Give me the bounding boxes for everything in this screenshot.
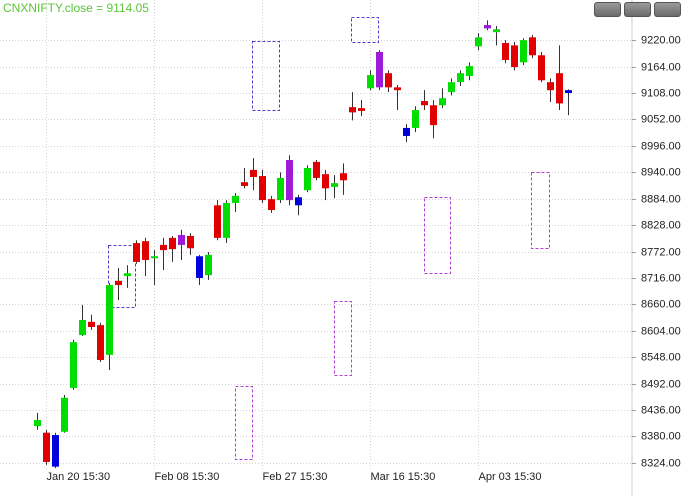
y-tick-label: 8436.00 xyxy=(641,404,681,416)
candle-body xyxy=(520,40,527,63)
y-tick-label: 8884.00 xyxy=(641,193,681,205)
candle-body xyxy=(313,161,320,178)
candle-body xyxy=(169,237,176,250)
candle-body xyxy=(79,319,86,336)
candle-body xyxy=(88,321,95,328)
candle-body xyxy=(277,177,284,201)
y-tick-label: 8716.00 xyxy=(641,272,681,284)
candle-body xyxy=(187,235,194,249)
candle-body xyxy=(142,241,149,261)
candle-body xyxy=(565,90,572,94)
candle-body xyxy=(421,101,428,106)
candle-body xyxy=(205,254,212,276)
y-tick-label: 8604.00 xyxy=(641,325,681,337)
candle-body xyxy=(340,173,347,181)
y-tick-label: 8492.00 xyxy=(641,378,681,390)
candle-body xyxy=(223,202,230,238)
candle-body xyxy=(430,105,437,126)
candle-body xyxy=(151,256,158,259)
candle-body xyxy=(322,174,329,189)
close-button[interactable] xyxy=(654,2,681,17)
indicator-box xyxy=(351,17,379,43)
candle-body xyxy=(412,110,419,128)
candle-body xyxy=(376,51,383,88)
candle-body xyxy=(232,195,239,203)
candle-body xyxy=(259,176,266,201)
candle-body xyxy=(124,273,131,277)
indicator-box xyxy=(531,172,550,249)
candle-body xyxy=(160,244,167,251)
candle-body xyxy=(466,66,473,77)
candle-body xyxy=(502,43,509,60)
candle-body xyxy=(250,169,257,177)
candle-body xyxy=(97,325,104,361)
candle-body xyxy=(403,127,410,136)
y-tick-label: 8940.00 xyxy=(641,166,681,178)
y-tick-label: 8380.00 xyxy=(641,430,681,442)
candle-body xyxy=(529,37,536,56)
indicator-box xyxy=(252,41,280,111)
candle-body xyxy=(241,182,248,186)
candle-body xyxy=(286,160,293,201)
indicator-box xyxy=(334,301,352,376)
y-tick-label: 9052.00 xyxy=(641,113,681,125)
candle-body xyxy=(385,73,392,88)
candle-body xyxy=(358,108,365,111)
candle-body xyxy=(475,37,482,47)
candle-body xyxy=(295,197,302,206)
candle-body xyxy=(106,285,113,355)
candle-body xyxy=(178,235,185,245)
candle-body xyxy=(304,168,311,191)
indicator-box xyxy=(235,386,253,460)
indicator-box xyxy=(424,197,451,274)
y-tick-label: 9220.00 xyxy=(641,34,681,46)
candle-body xyxy=(457,73,464,83)
candle-body xyxy=(34,419,41,427)
candle-body xyxy=(367,75,374,89)
x-tick-label: Mar 16 15:30 xyxy=(371,471,436,483)
chart-title: CNXNIFTY.close = 9114.05 xyxy=(3,1,149,15)
candle-body xyxy=(394,87,401,91)
y-tick-label: 8996.00 xyxy=(641,140,681,152)
candle-body xyxy=(511,45,518,68)
candle-body xyxy=(538,55,545,81)
y-tick-label: 8324.00 xyxy=(641,457,681,469)
candle-body xyxy=(214,205,221,238)
minimize-button[interactable] xyxy=(594,2,621,17)
candle-body xyxy=(439,98,446,106)
indicator-boxes xyxy=(108,17,550,460)
candle-body xyxy=(493,29,500,33)
y-tick-label: 8660.00 xyxy=(641,298,681,310)
candle-body xyxy=(556,73,563,104)
maximize-button[interactable] xyxy=(624,2,651,17)
indicator-box xyxy=(108,245,136,308)
y-tick-label: 9164.00 xyxy=(641,61,681,73)
candle-body xyxy=(448,82,455,93)
y-tick-label: 8772.00 xyxy=(641,246,681,258)
x-tick-label: Feb 27 15:30 xyxy=(263,471,328,483)
y-tick-label: 9108.00 xyxy=(641,87,681,99)
candle-body xyxy=(115,280,122,286)
candle-body xyxy=(547,82,554,91)
candle-body xyxy=(43,432,50,462)
candle-body xyxy=(196,256,203,278)
candle-body xyxy=(70,342,77,388)
candle-body xyxy=(52,435,59,467)
candle-body xyxy=(268,199,275,211)
y-tick-label: 8548.00 xyxy=(641,351,681,363)
candle-body xyxy=(133,243,140,262)
candle-body xyxy=(484,25,491,29)
x-tick-label: Jan 20 15:30 xyxy=(47,471,111,483)
candle-body xyxy=(331,183,338,187)
x-tick-label: Apr 03 15:30 xyxy=(479,471,542,483)
x-tick-label: Feb 08 15:30 xyxy=(155,471,220,483)
candle-body xyxy=(61,397,68,432)
candle-body xyxy=(349,107,356,113)
y-tick-label: 8828.00 xyxy=(641,219,681,231)
